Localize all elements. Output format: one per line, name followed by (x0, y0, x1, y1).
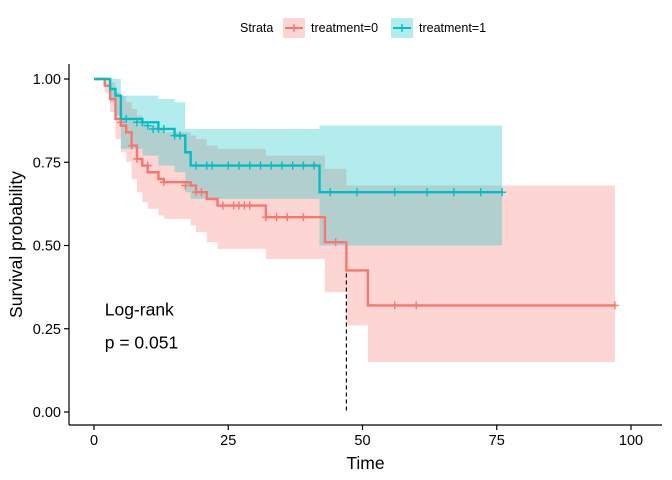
censor-mark (283, 213, 292, 222)
censor-mark (353, 188, 362, 197)
censor-mark (310, 161, 319, 170)
censor-mark (277, 161, 286, 170)
survival-curve-treatment=0 (94, 77, 615, 307)
y-tick-label: 0.25 (33, 322, 61, 338)
censor-mark (267, 161, 276, 170)
censor-mark (326, 188, 335, 197)
censor-mark (412, 301, 421, 310)
y-tick-label: 1.00 (33, 72, 61, 88)
censor-mark (122, 114, 131, 123)
legend-label: treatment=1 (419, 21, 486, 35)
annotation-line-1: Log-rank (105, 299, 174, 319)
censor-mark (476, 188, 485, 197)
legend-label: treatment=0 (311, 21, 378, 35)
ci-band-treatment=1 (94, 79, 503, 246)
annotation-line-2: p = 0.051 (105, 333, 178, 353)
x-axis-title: Time (346, 453, 384, 473)
censor-mark (138, 118, 147, 127)
y-tick-label: 0.00 (33, 405, 61, 421)
censor-mark (261, 213, 270, 222)
censor-mark (299, 161, 308, 170)
censor-mark (422, 188, 431, 197)
censor-mark (224, 161, 233, 170)
censor-mark (208, 161, 217, 170)
censor-mark (143, 161, 152, 170)
y-tick-label: 0.50 (33, 239, 61, 255)
logrank-annotation: Log-rank p = 0.051 (105, 299, 178, 352)
censor-mark (175, 131, 184, 140)
legend-item-treatment=0: treatment=0 (283, 18, 378, 38)
censor-mark (288, 161, 297, 170)
censor-mark (449, 188, 458, 197)
censor-mark (197, 188, 206, 197)
legend-title: Strata (240, 21, 273, 35)
censor-mark (127, 141, 136, 150)
y-tick-label: 0.75 (33, 155, 61, 171)
censor-mark (234, 161, 243, 170)
legend-item-treatment=1: treatment=1 (391, 18, 486, 38)
x-tick-label: 75 (489, 433, 505, 449)
censor-mark (159, 178, 168, 187)
y-axis-title: Survival probability (6, 171, 26, 318)
x-tick-label: 100 (619, 433, 643, 449)
censor-mark (245, 201, 254, 210)
censor-mark (132, 154, 141, 163)
censor-mark (245, 161, 254, 170)
censor-mark (181, 181, 190, 190)
censor-mark (192, 161, 201, 170)
censor-mark (498, 188, 507, 197)
legend: Strata treatment=0 treatment=1 (240, 18, 486, 38)
censor-mark (256, 161, 265, 170)
censor-mark (272, 213, 281, 222)
censor-mark (218, 201, 227, 210)
x-tick-label: 0 (90, 433, 98, 449)
censor-mark (610, 301, 619, 310)
x-tick-label: 50 (354, 433, 370, 449)
censor-mark (299, 213, 308, 222)
ci-band-treatment=0 (94, 79, 615, 363)
x-tick-label: 25 (220, 433, 236, 449)
censor-mark (390, 188, 399, 197)
censor-mark (390, 301, 399, 310)
censor-mark (331, 238, 340, 247)
censor-mark (143, 121, 152, 130)
censor-mark (159, 124, 168, 133)
